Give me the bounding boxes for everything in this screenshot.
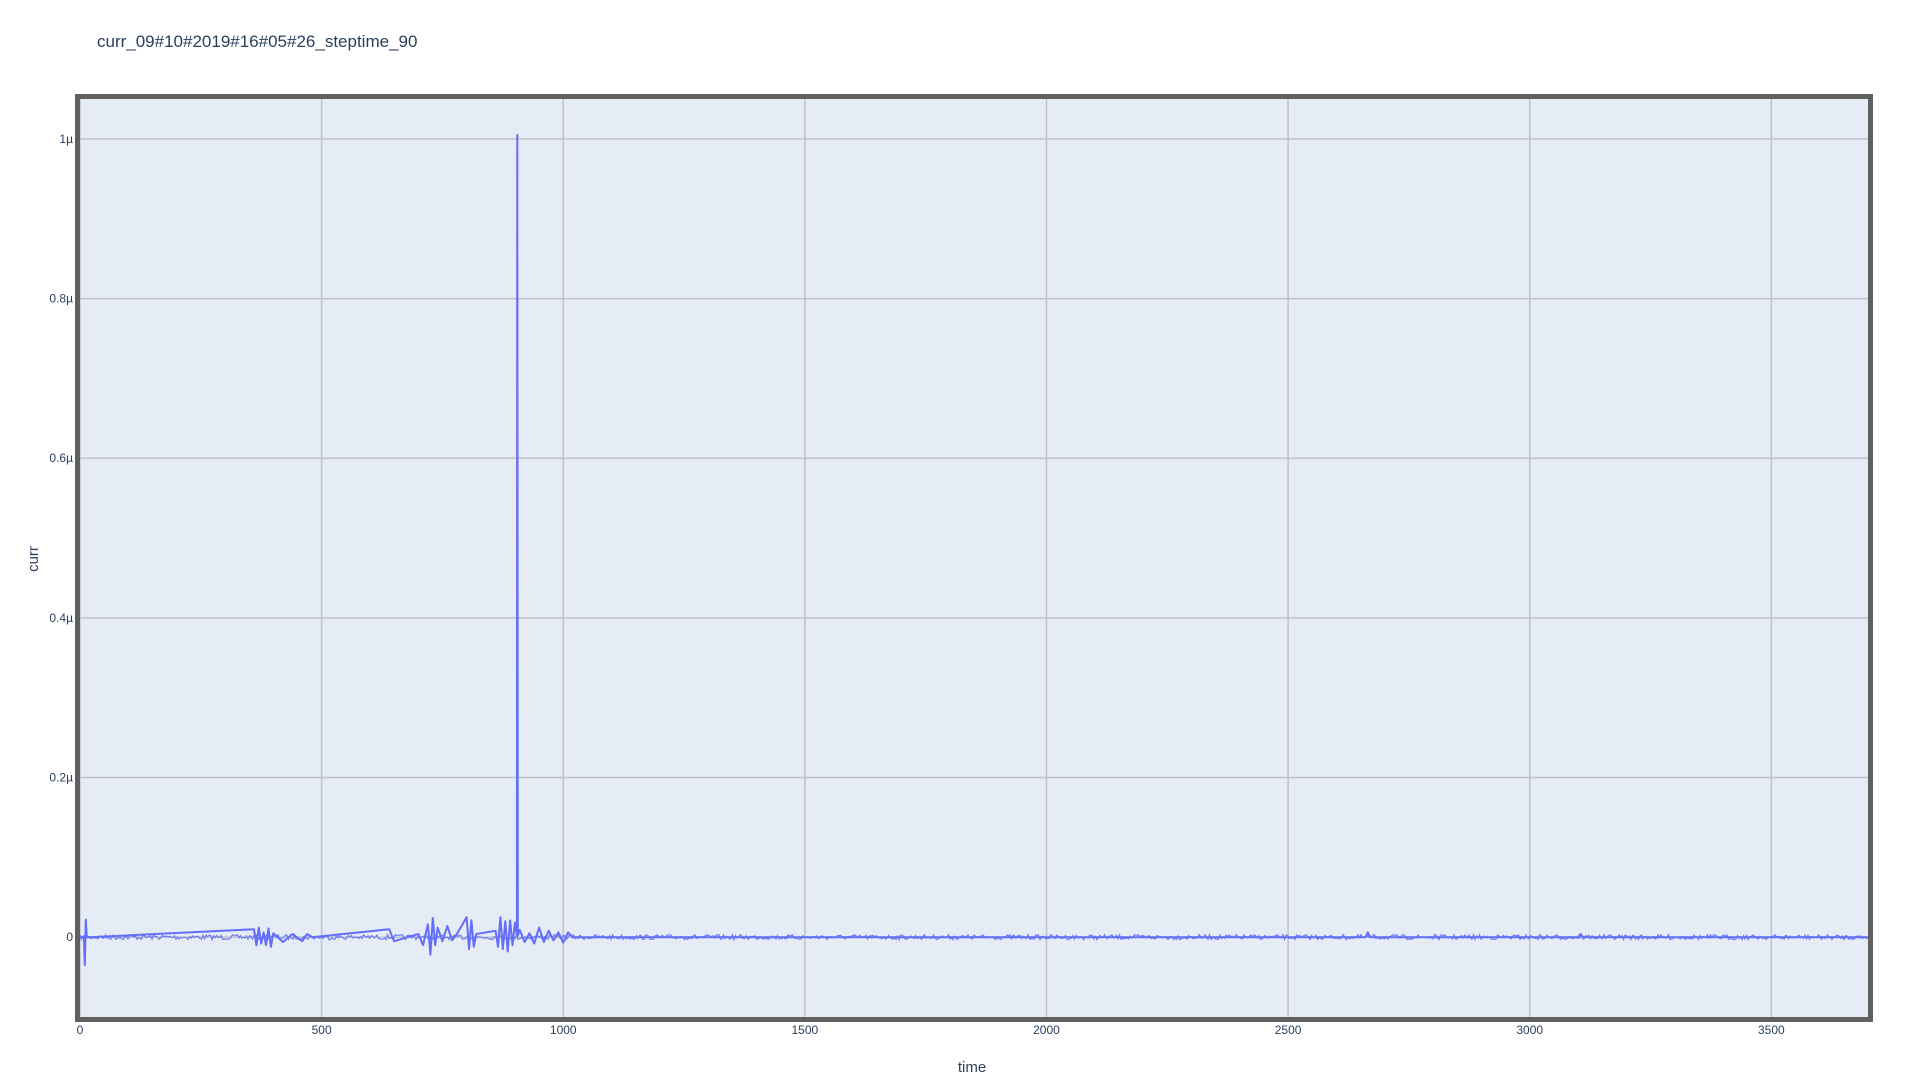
- x-tick-label: 1500: [792, 1023, 819, 1037]
- y-tick-label: 0.6µ: [49, 451, 73, 465]
- y-tick-label: 0.8µ: [49, 292, 73, 306]
- x-tick-label: 3500: [1758, 1023, 1785, 1037]
- x-axis-title: time: [958, 1059, 986, 1076]
- y-tick-label: 0.2µ: [49, 771, 73, 785]
- y-tick-label: 1µ: [59, 132, 73, 146]
- y-tick-label: 0: [66, 930, 73, 944]
- x-tick-label: 2000: [1033, 1023, 1060, 1037]
- x-tick-label: 1000: [550, 1023, 577, 1037]
- x-tick-label: 500: [312, 1023, 332, 1037]
- x-tick-label: 2500: [1275, 1023, 1302, 1037]
- x-tick-label: 0: [77, 1023, 84, 1037]
- y-tick-label: 0.4µ: [49, 611, 73, 625]
- x-tick-label: 3000: [1516, 1023, 1543, 1037]
- y-axis-title: curr: [25, 546, 42, 572]
- plot-area: [80, 99, 1868, 1017]
- series-line: [80, 133, 1868, 967]
- chart-title: curr_09#10#2019#16#05#26_steptime_90: [97, 32, 418, 51]
- plot-frame: [75, 94, 1873, 1022]
